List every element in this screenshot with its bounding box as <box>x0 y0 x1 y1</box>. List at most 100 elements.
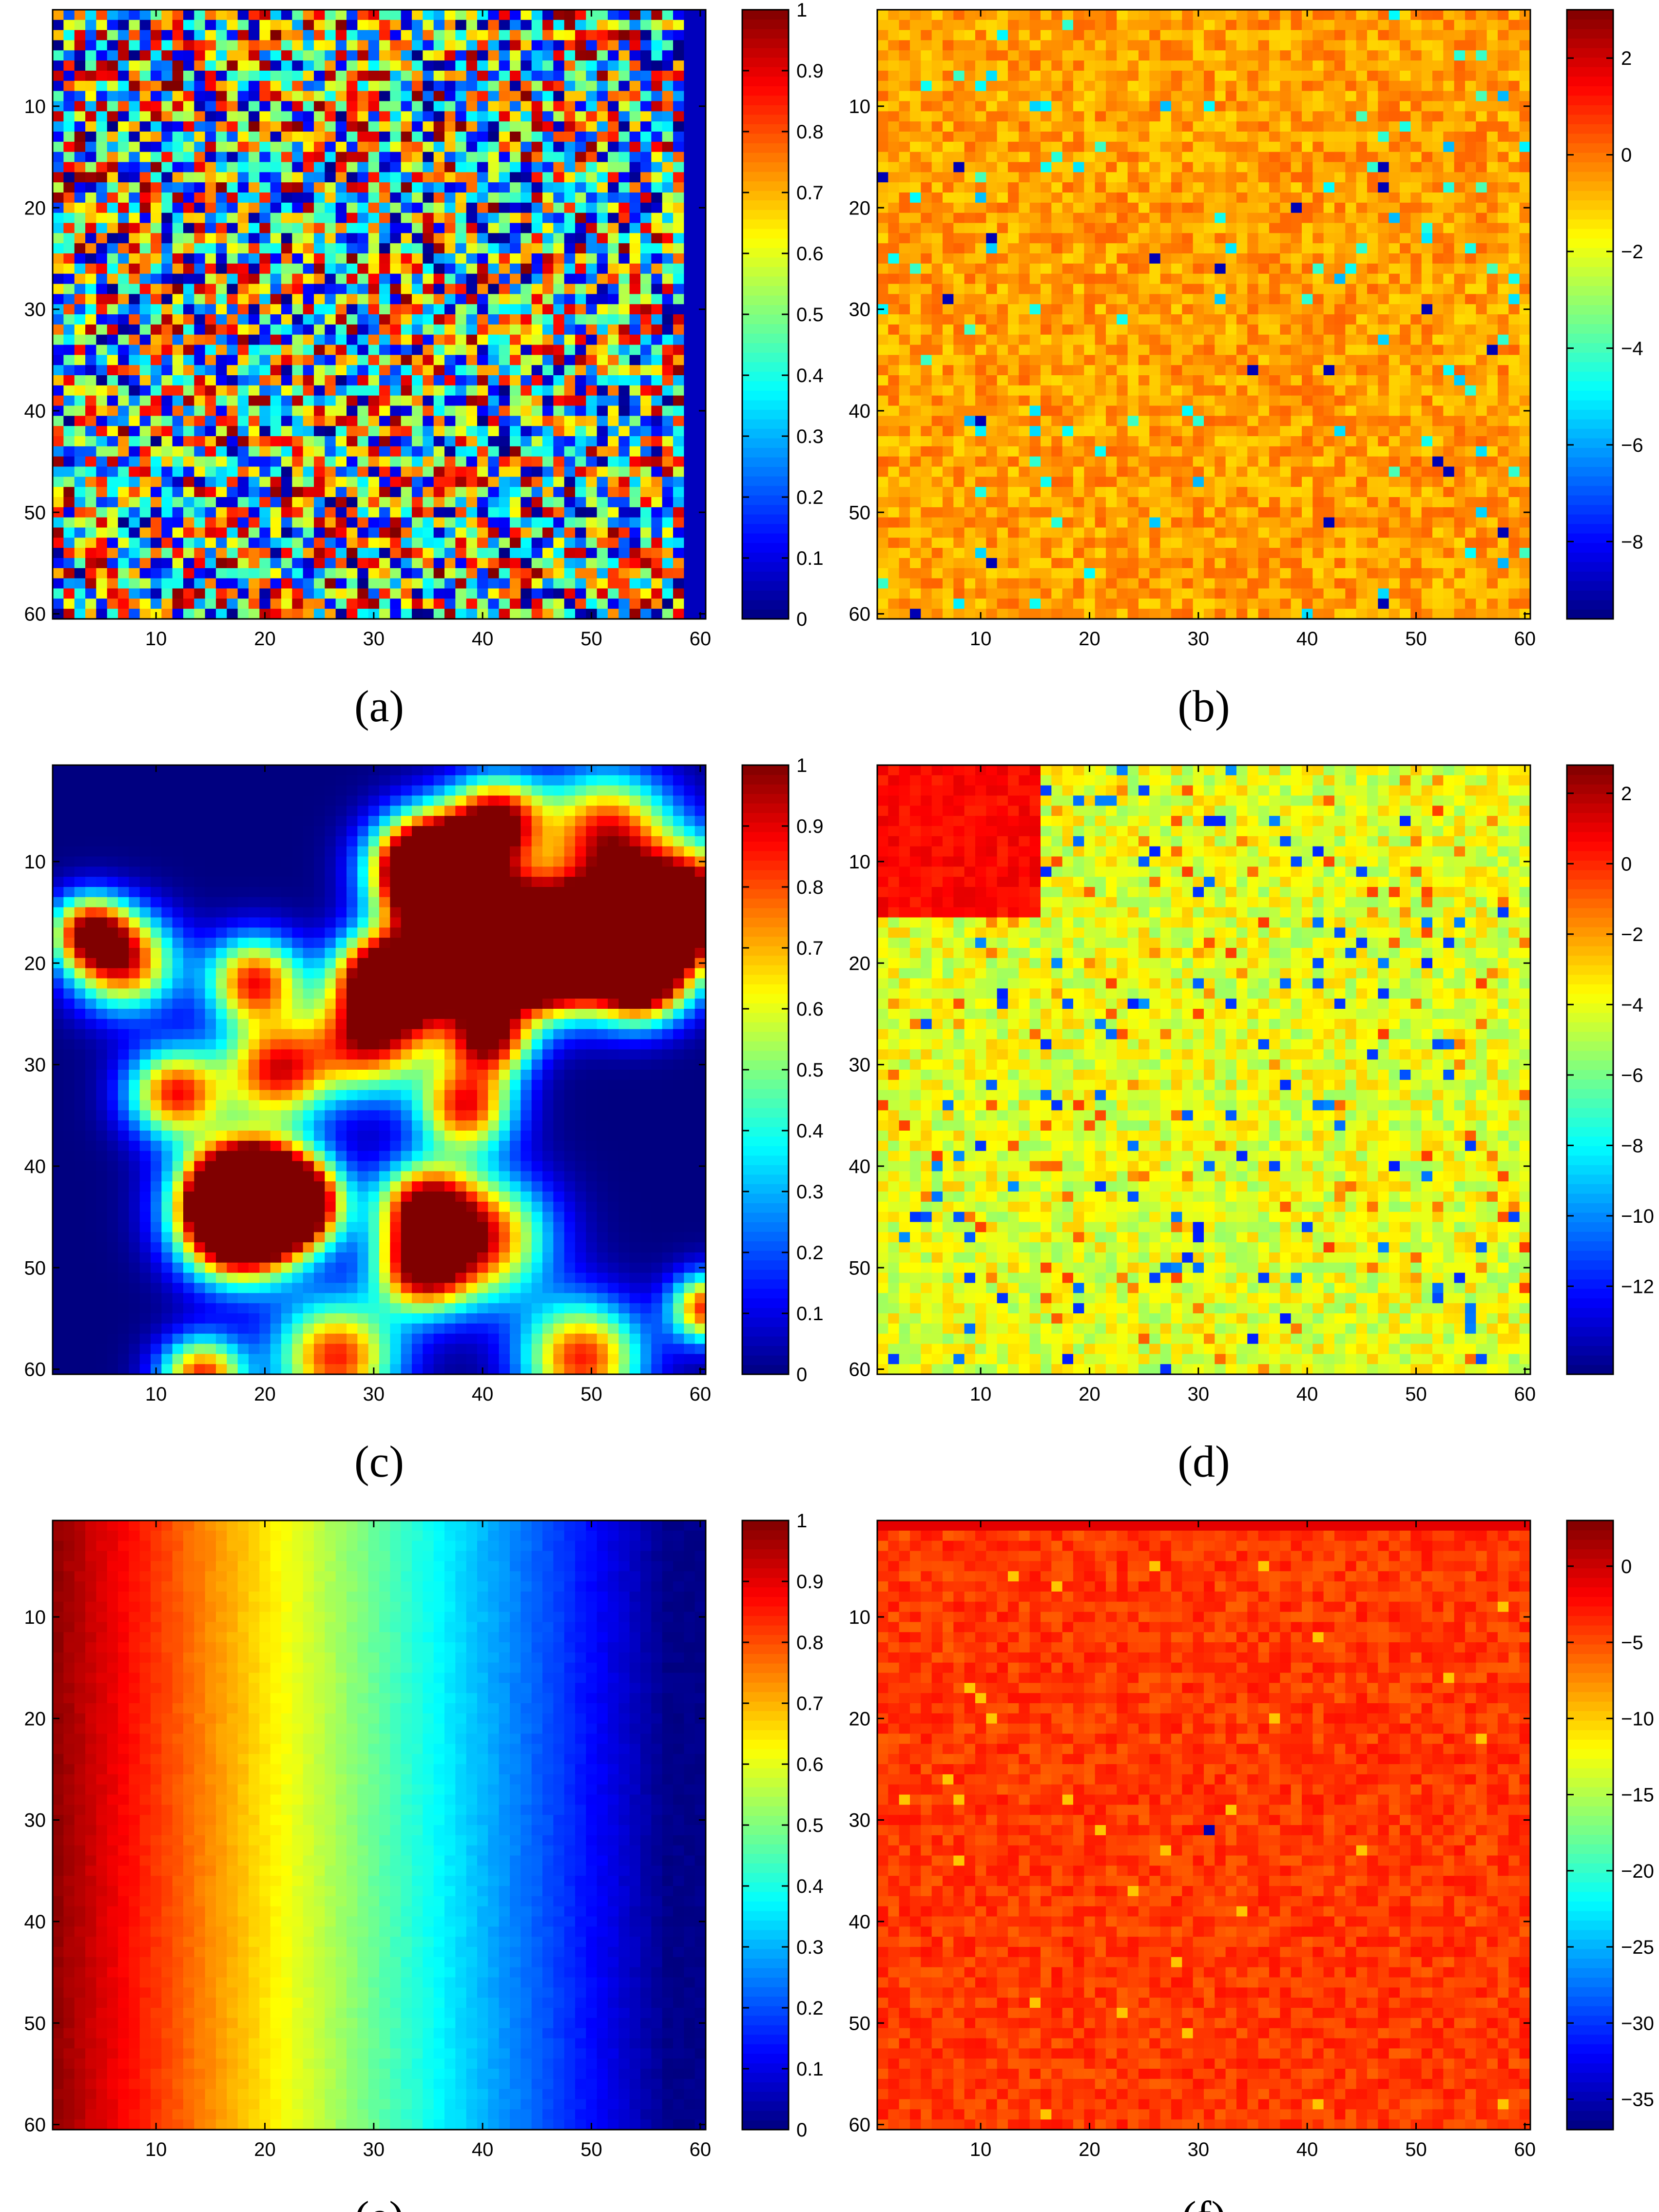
heatmap-cell <box>553 294 564 304</box>
heatmap-cell <box>1465 203 1476 213</box>
heatmap-cell <box>553 355 564 365</box>
heatmap-cell <box>118 101 129 112</box>
heatmap-cell <box>684 589 695 599</box>
heatmap-cell <box>1324 182 1335 192</box>
heatmap-cell <box>1149 20 1160 30</box>
heatmap-cell <box>564 335 576 345</box>
heatmap-cell <box>1334 111 1346 121</box>
heatmap-cell <box>1302 142 1313 152</box>
heatmap-cell <box>314 162 325 173</box>
heatmap-cell <box>1367 182 1378 192</box>
heatmap-cell <box>553 121 564 132</box>
heatmap-cell <box>542 375 554 385</box>
heatmap-cell <box>1084 172 1095 182</box>
heatmap-cell <box>564 243 576 253</box>
heatmap-cell <box>96 50 107 60</box>
heatmap-cell <box>63 264 75 274</box>
heatmap-cell <box>205 446 216 457</box>
heatmap-cell <box>888 10 899 20</box>
heatmap-cell <box>1160 81 1172 91</box>
heatmap-cell <box>444 213 456 223</box>
heatmap-cell <box>455 213 466 223</box>
heatmap-cell <box>75 162 86 173</box>
heatmap-cell <box>1106 81 1117 91</box>
heatmap-cell <box>651 457 662 467</box>
heatmap-cell <box>368 91 380 101</box>
heatmap-cell <box>1465 111 1476 121</box>
heatmap-cell <box>1236 20 1248 30</box>
heatmap-cell <box>888 142 899 152</box>
heatmap-cell <box>1476 10 1487 20</box>
heatmap-cell <box>53 578 64 589</box>
heatmap-cell <box>85 213 96 223</box>
heatmap-cell <box>1106 192 1117 203</box>
heatmap-cell <box>597 548 608 558</box>
heatmap-cell <box>1443 20 1454 30</box>
heatmap-cell <box>997 50 1008 60</box>
heatmap-cell <box>1378 162 1389 173</box>
heatmap-cell <box>53 416 64 426</box>
heatmap-cell <box>238 284 249 294</box>
heatmap-cell <box>1356 40 1368 51</box>
heatmap-cell <box>401 589 412 599</box>
heatmap-cell <box>1051 182 1062 192</box>
heatmap-cell <box>510 71 521 81</box>
heatmap-cell <box>173 416 184 426</box>
heatmap-cell <box>444 264 456 274</box>
heatmap-cell <box>910 40 921 51</box>
heatmap-cell <box>597 40 608 51</box>
heatmap-cell <box>357 71 368 81</box>
heatmap-cell <box>553 162 564 173</box>
heatmap-cell <box>401 507 412 518</box>
heatmap-cell <box>1182 111 1193 121</box>
heatmap-cell <box>564 568 576 578</box>
heatmap-cell <box>1356 152 1368 162</box>
heatmap-cell <box>640 81 652 91</box>
heatmap-cell <box>499 81 510 91</box>
heatmap-cell <box>173 538 184 548</box>
heatmap-cell <box>1476 152 1487 162</box>
heatmap-cell <box>140 446 151 457</box>
heatmap-cell <box>292 598 303 609</box>
heatmap-cell <box>1117 101 1128 112</box>
heatmap-cell <box>357 274 368 284</box>
heatmap-cell <box>1345 111 1356 121</box>
heatmap-cell <box>499 294 510 304</box>
heatmap-cell <box>943 213 954 223</box>
colorbar-segment <box>742 238 789 248</box>
heatmap-cell <box>586 446 597 457</box>
heatmap-cell <box>194 467 205 477</box>
heatmap-cell <box>586 314 597 325</box>
heatmap-cell <box>597 375 608 385</box>
heatmap-cell <box>336 40 347 51</box>
heatmap-cell <box>368 477 380 487</box>
heatmap-cell <box>161 30 173 40</box>
heatmap-cell <box>75 497 86 507</box>
heatmap-cell <box>183 558 194 568</box>
heatmap-cell <box>888 20 899 30</box>
heatmap-cell <box>1084 91 1095 101</box>
heatmap-cell <box>325 345 336 355</box>
heatmap-cell <box>597 243 608 253</box>
heatmap-cell <box>216 233 227 243</box>
heatmap-cell <box>1334 60 1346 71</box>
heatmap-cell <box>1443 192 1454 203</box>
heatmap-cell <box>662 213 674 223</box>
heatmap-cell <box>140 233 151 243</box>
heatmap-cell <box>477 436 488 446</box>
heatmap-cell <box>521 558 532 568</box>
heatmap-cell <box>932 172 943 182</box>
heatmap-cell <box>75 81 86 91</box>
heatmap-cell <box>1030 213 1041 223</box>
heatmap-cell <box>161 436 173 446</box>
heatmap-cell <box>532 71 543 81</box>
heatmap-cell <box>1334 10 1346 20</box>
heatmap-cell <box>53 274 64 284</box>
heatmap-cell <box>1160 71 1172 81</box>
heatmap-cell <box>488 497 499 507</box>
heatmap-cell <box>1356 111 1368 121</box>
heatmap-cell <box>1084 111 1095 121</box>
heatmap-cell <box>1258 213 1270 223</box>
heatmap-cell <box>499 406 510 416</box>
heatmap-cell <box>910 172 921 182</box>
